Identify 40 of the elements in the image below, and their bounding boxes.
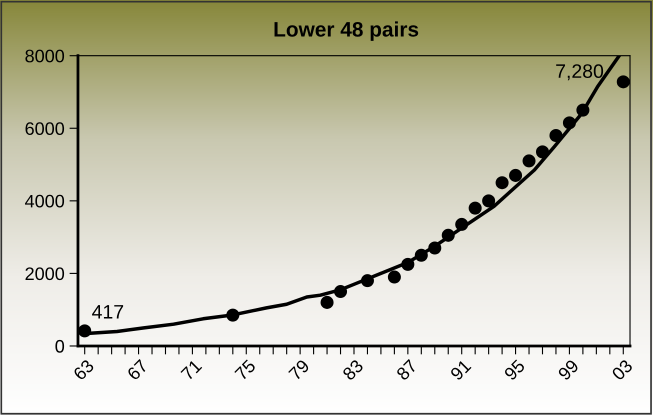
y-tick-label: 2000 — [26, 267, 64, 280]
point — [414, 248, 428, 262]
point — [428, 242, 442, 255]
x-tick-label: 03 — [611, 358, 634, 382]
x-tick-label: 67 — [126, 358, 148, 381]
point — [320, 296, 334, 309]
point — [401, 258, 414, 271]
data-label: 7,280 — [556, 64, 604, 80]
x-tick-label: 83 — [342, 358, 364, 381]
x-tick-label: 95 — [503, 358, 526, 381]
point — [360, 274, 374, 288]
point — [334, 285, 348, 298]
data-label: 417 — [92, 305, 124, 318]
point — [455, 218, 468, 231]
point — [576, 104, 590, 117]
point — [536, 145, 549, 158]
point — [226, 308, 240, 322]
point — [482, 194, 496, 208]
x-tick-label: 99 — [557, 358, 580, 381]
point — [496, 176, 509, 190]
point — [442, 228, 455, 242]
point — [509, 168, 522, 182]
x-tick-label: 75 — [234, 358, 256, 381]
point — [522, 154, 536, 168]
point — [468, 202, 482, 215]
x-tick-label: 63 — [72, 358, 95, 381]
x-tick-label: 79 — [288, 358, 310, 381]
point — [388, 270, 401, 284]
point — [549, 129, 562, 142]
y-tick-label: 4000 — [25, 194, 64, 208]
x-tick-label: 91 — [450, 358, 472, 381]
x-tick-label: 87 — [396, 358, 418, 381]
x-tick-label: 71 — [180, 359, 202, 381]
chart-title: Lower 48 pairs — [274, 21, 418, 41]
point — [78, 324, 92, 338]
y-tick-label: 6000 — [26, 122, 64, 135]
point — [562, 116, 576, 130]
point — [616, 75, 630, 88]
y-tick-label: 0 — [55, 340, 64, 353]
y-tick-label: 8000 — [25, 50, 64, 62]
